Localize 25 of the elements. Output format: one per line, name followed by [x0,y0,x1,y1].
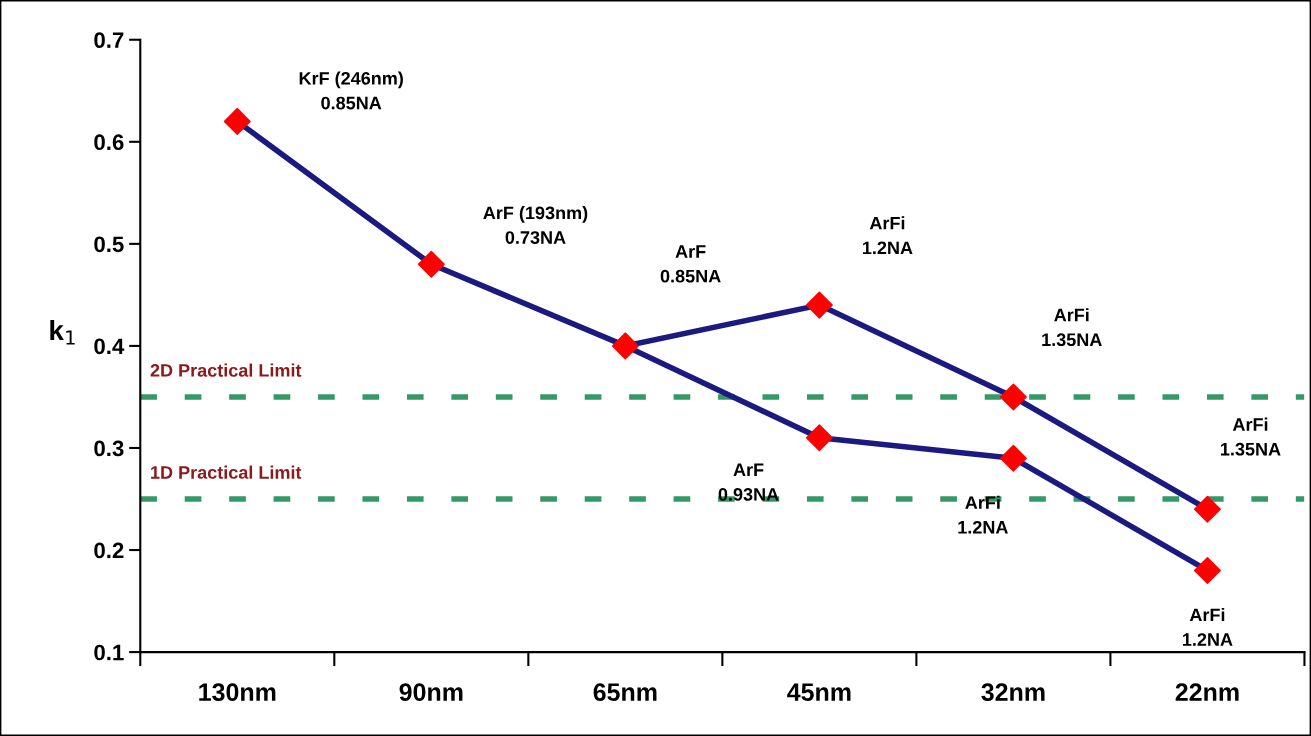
annotation: ArF 0.85NA [660,245,721,283]
annotation: ArFi 1.2NA [958,495,1008,534]
annotation: ArFi 1.35NA [1042,308,1102,347]
ref-line-label: 1D Practical Limit [151,465,302,479]
y-tick-label: 0.1 [94,644,124,661]
x-tick-label: 130nm [199,683,276,702]
ref-line-label: 2D Practical Limit [150,363,302,377]
y-tick-label: 0.7 [94,32,124,49]
x-tick-label: 45nm [787,683,851,702]
x-tick-label: 32nm [981,683,1045,702]
y-tick-label: 0.6 [94,134,124,151]
annotation: KrF (246nm) 0.85NA [299,71,403,110]
x-tick-label: 22nm [1175,683,1239,701]
y-tick-label: 0.3 [94,440,124,457]
annotation: ArFi 1.35NA [1221,417,1281,456]
x-tick-label: 65nm [593,683,657,702]
annotation: ArFi 1.2NA [1182,608,1233,646]
annotation: ArF 0.93NA [718,463,779,501]
y-tick-label: 0.2 [94,542,124,559]
y-tick-label: 0.4 [94,338,125,355]
y-tick-label: 0.5 [94,236,124,253]
x-tick-label: 90nm [399,683,463,702]
annotation: ArFi 1.2NA [862,216,913,255]
annotation: ArF (193nm) 0.73NA [483,206,588,244]
y-axis-title: k$_{1}$ [50,319,75,345]
